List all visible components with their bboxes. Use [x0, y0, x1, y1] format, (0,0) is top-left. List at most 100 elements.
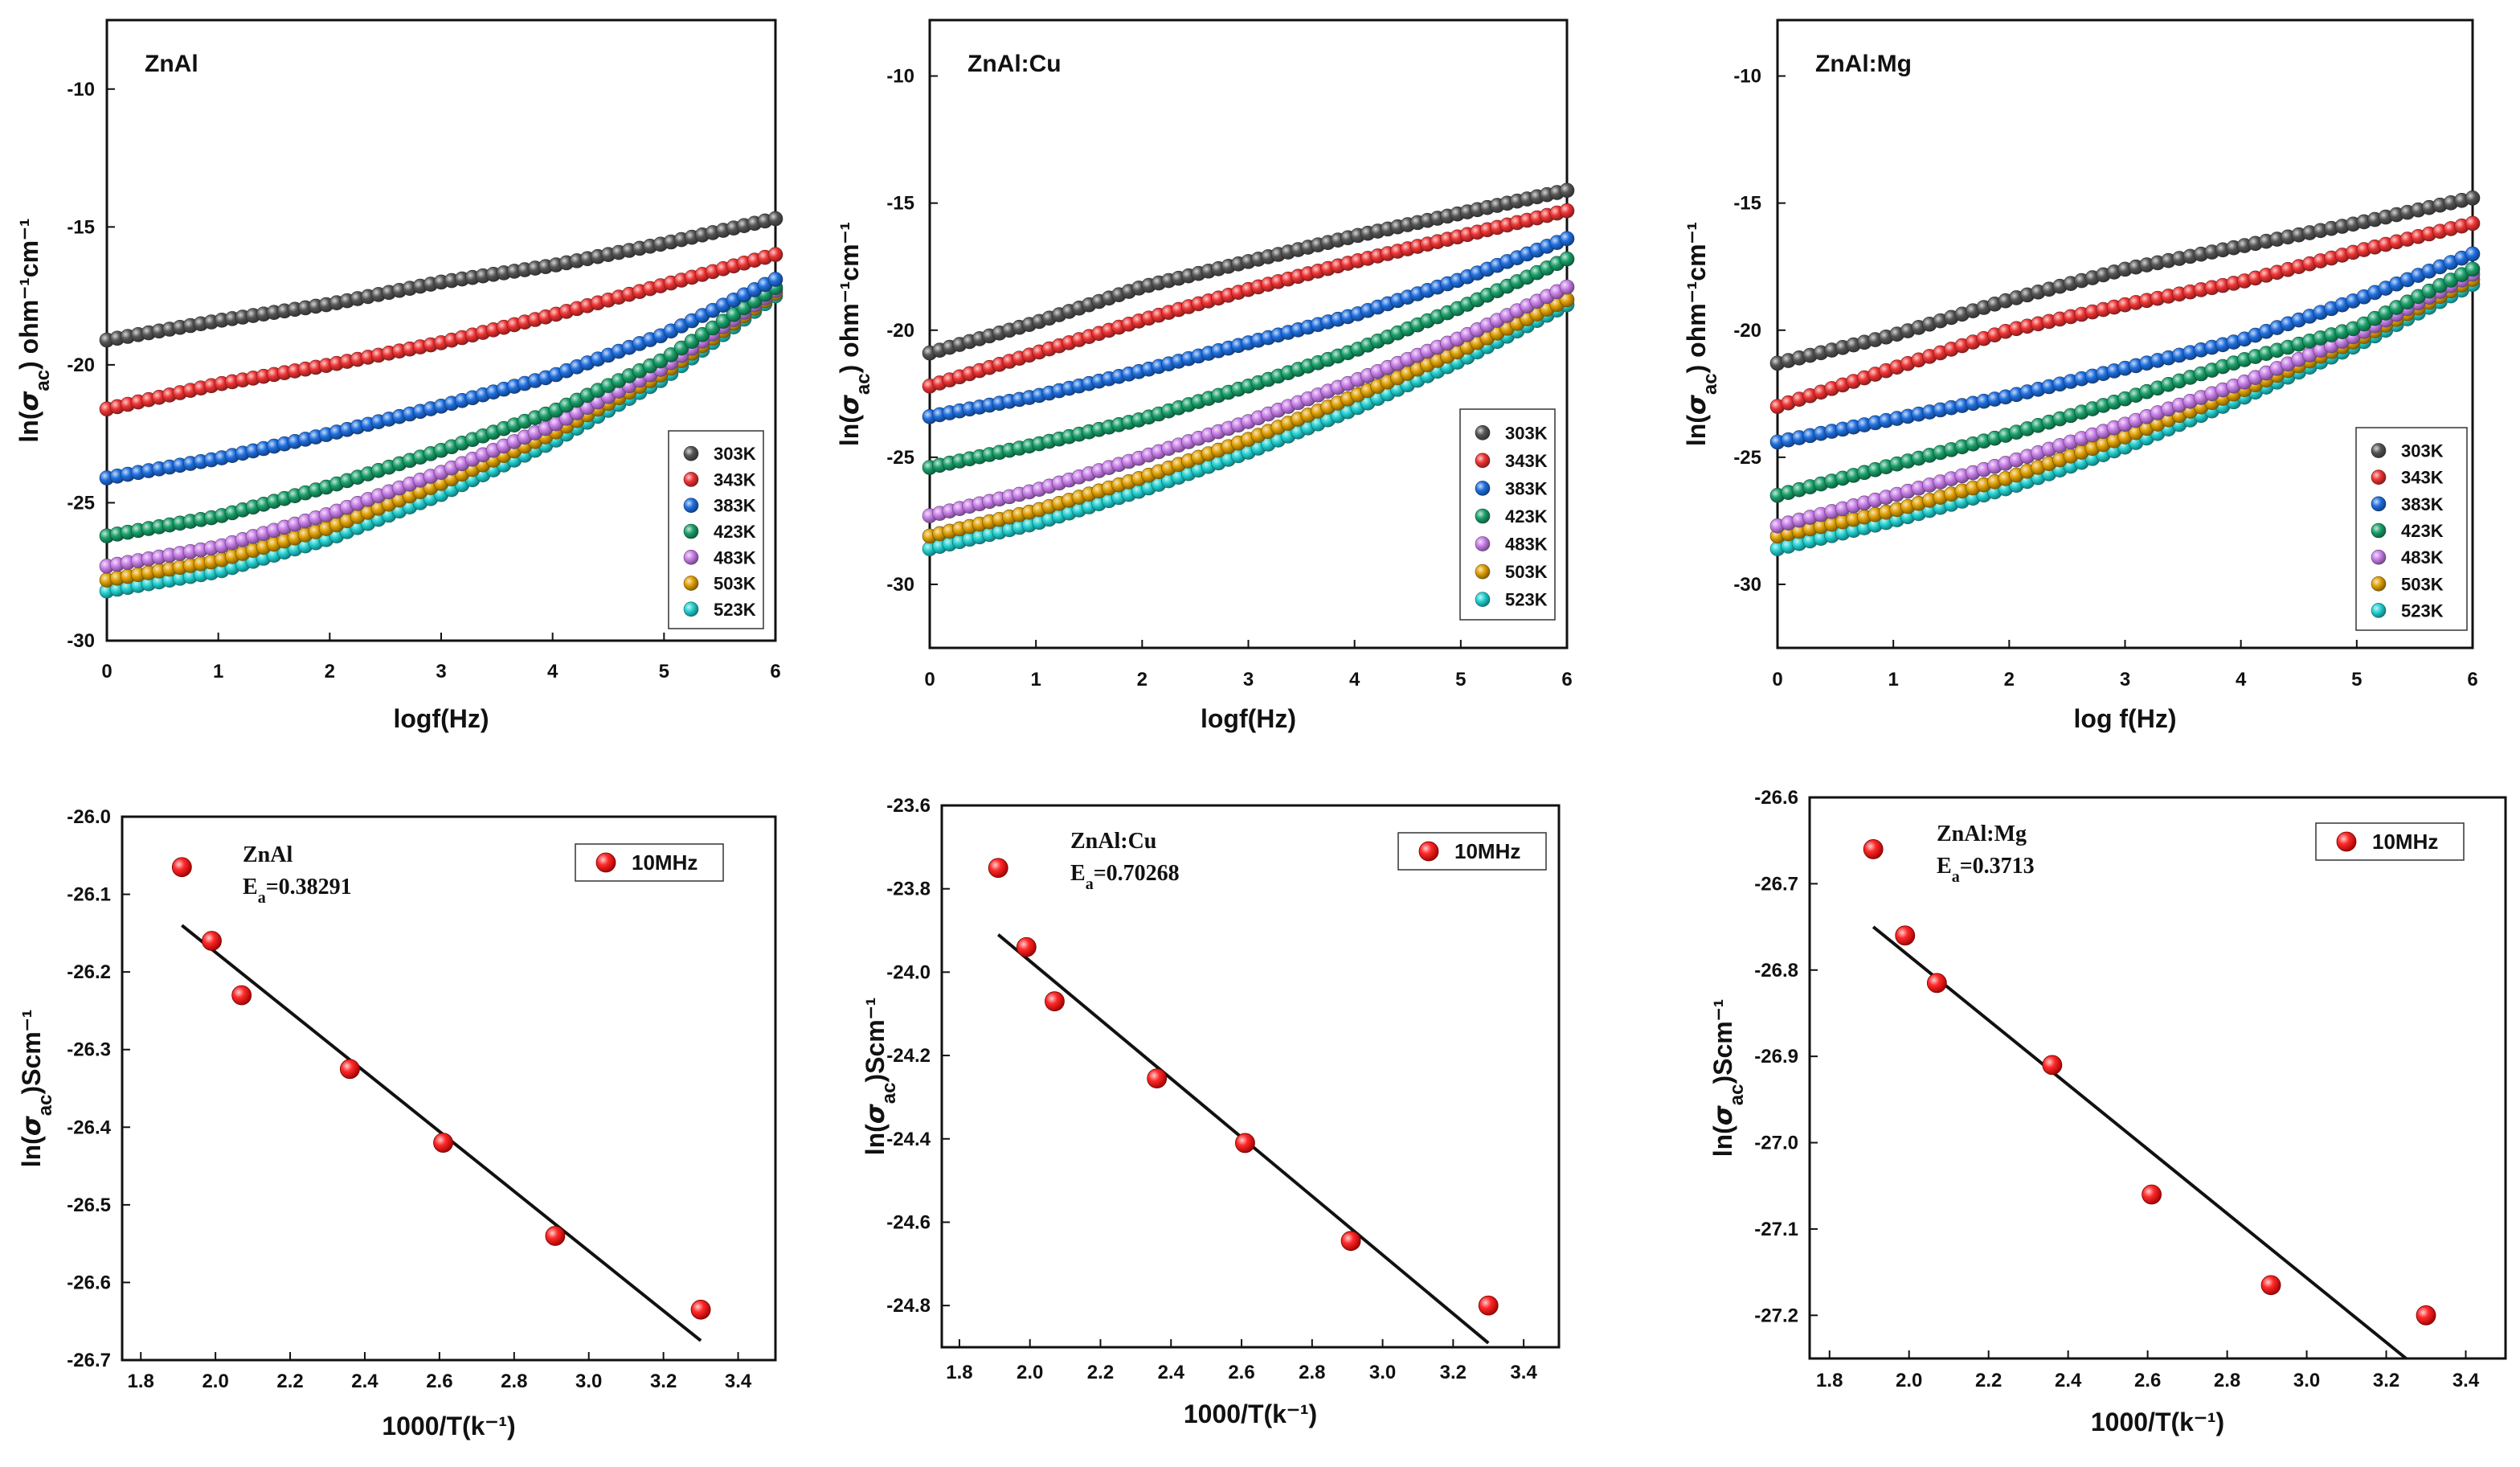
x-tick-label: 2.8: [501, 1371, 527, 1392]
panel-title: ZnAl: [145, 51, 198, 77]
x-tick-label: 2.0: [1017, 1362, 1043, 1383]
x-tick-label: 0: [924, 669, 935, 690]
legend-marker: [1475, 424, 1491, 441]
y-axis-label: ln(σac) ohm⁻¹cm⁻¹: [834, 222, 874, 446]
series-303K: [99, 211, 783, 348]
x-axis-label: 1000/T(k⁻¹): [1184, 1399, 1317, 1428]
data-point: [339, 1059, 360, 1080]
legend-label: 343K: [2401, 468, 2444, 488]
y-axis-label: ln(σac)Scm⁻¹: [1708, 999, 1748, 1158]
ac-conductivity-panel-3: 0 1 2 3 4 5 6 -30 -25 -20 -15 -10 log f(Hz) ln(σac) o…: [1681, 18, 2481, 733]
legend-label: 303K: [714, 444, 756, 464]
x-tick-label: 2.4: [1158, 1362, 1185, 1383]
legend-label: 483K: [714, 547, 756, 568]
data-point: [1235, 1133, 1255, 1154]
y-tick-label: -26.5: [67, 1194, 111, 1216]
data-point: [1559, 231, 1575, 247]
series-343K: [922, 203, 1575, 394]
y-tick-label: -26.9: [1754, 1046, 1798, 1067]
x-tick-label: 4: [1349, 669, 1360, 690]
x-tick-label: 2.0: [1896, 1370, 1922, 1391]
legend-label: 503K: [1505, 562, 1548, 582]
legend: 10MHz: [1397, 832, 1547, 871]
y-tick-label: -30: [1733, 574, 1761, 596]
x-tick-label: 6: [770, 661, 780, 682]
x-tick-label: 1: [1888, 669, 1898, 690]
series-303K: [922, 182, 1575, 361]
y-tick-label: -24.8: [886, 1295, 931, 1317]
x-axis-label: 1000/T(k⁻¹): [2091, 1408, 2224, 1436]
plot-frame: [940, 804, 1561, 1349]
legend: 303K 343K 383K 423K 483K 503K 523K: [2355, 427, 2468, 631]
data-point: [202, 931, 222, 951]
legend-marker: [683, 576, 699, 591]
data-point: [1045, 991, 1065, 1012]
legend-marker: [683, 523, 699, 539]
series-503K: [922, 292, 1575, 544]
x-tick-label: 2: [325, 661, 335, 682]
legend-label: 10MHz: [1454, 839, 1520, 863]
x-axis-label: logf(Hz): [393, 704, 489, 733]
x-tick-label: 3: [1243, 669, 1254, 690]
x-tick-label: 4: [2236, 669, 2247, 690]
y-tick-label: -26.2: [67, 961, 111, 983]
legend-label: 503K: [2401, 574, 2444, 594]
data-point: [545, 1226, 566, 1246]
sample-label: ZnAl:Cu: [1070, 829, 1156, 854]
legend-label: 503K: [714, 574, 756, 594]
legend-marker: [2371, 549, 2387, 565]
y-tick-label: -20: [67, 354, 95, 376]
x-tick-label: 3.4: [1510, 1362, 1537, 1383]
x-tick-label: 1: [1030, 669, 1041, 690]
y-tick-label: -26.1: [67, 884, 111, 906]
data-point: [1559, 279, 1575, 295]
legend-marker: [1475, 563, 1491, 580]
data-point: [2260, 1275, 2281, 1296]
x-tick-label: 3: [2120, 669, 2130, 690]
data-point: [1559, 182, 1575, 199]
y-tick-label: -25: [67, 492, 95, 514]
data-point: [767, 272, 783, 287]
legend-marker: [2371, 496, 2387, 512]
legend-marker: [683, 445, 699, 461]
series-483K: [922, 279, 1575, 523]
data-point: [1559, 203, 1575, 219]
x-tick-label: 3.0: [1369, 1362, 1396, 1383]
data-point: [2416, 1305, 2436, 1326]
legend-label: 423K: [714, 522, 756, 542]
legend-label: 483K: [1505, 535, 1548, 555]
y-tick-label: -20: [1733, 320, 1761, 342]
legend-marker: [1475, 453, 1491, 469]
x-tick-label: 3.0: [2293, 1370, 2320, 1391]
x-tick-label: 2.4: [351, 1371, 378, 1392]
series-423K: [99, 280, 783, 543]
x-tick-label: 0: [101, 661, 112, 682]
y-tick-label: -15: [1733, 193, 1761, 215]
legend-marker: [683, 549, 699, 565]
plot-frame: [121, 815, 777, 1362]
y-tick-label: -24.0: [886, 961, 931, 983]
legend-marker: [595, 852, 616, 873]
x-tick-label: 2.2: [1087, 1362, 1114, 1383]
legend-label: 383K: [714, 496, 756, 516]
legend-label: 383K: [1505, 478, 1548, 498]
legend-label: 523K: [714, 600, 756, 620]
legend-label: 303K: [1505, 423, 1548, 443]
series-423K: [1769, 261, 2481, 503]
data-point: [2142, 1184, 2162, 1205]
sample-label: ZnAl:Mg: [1937, 822, 2027, 846]
legend-marker: [1475, 508, 1491, 524]
legend-label: 523K: [1505, 590, 1548, 610]
activation-energy-label: Ea=0.38291: [243, 875, 352, 907]
y-tick-label: -25: [1733, 447, 1761, 469]
legend-box: [575, 843, 724, 882]
data-point: [767, 211, 783, 227]
y-tick-label: -30: [886, 574, 914, 596]
series-303K: [1769, 191, 2481, 371]
x-tick-label: 1.8: [1816, 1370, 1843, 1391]
x-tick-label: 3.4: [725, 1371, 752, 1392]
legend-marker: [683, 601, 699, 617]
x-tick-label: 5: [659, 661, 669, 682]
x-tick-label: 2.6: [1228, 1362, 1254, 1383]
